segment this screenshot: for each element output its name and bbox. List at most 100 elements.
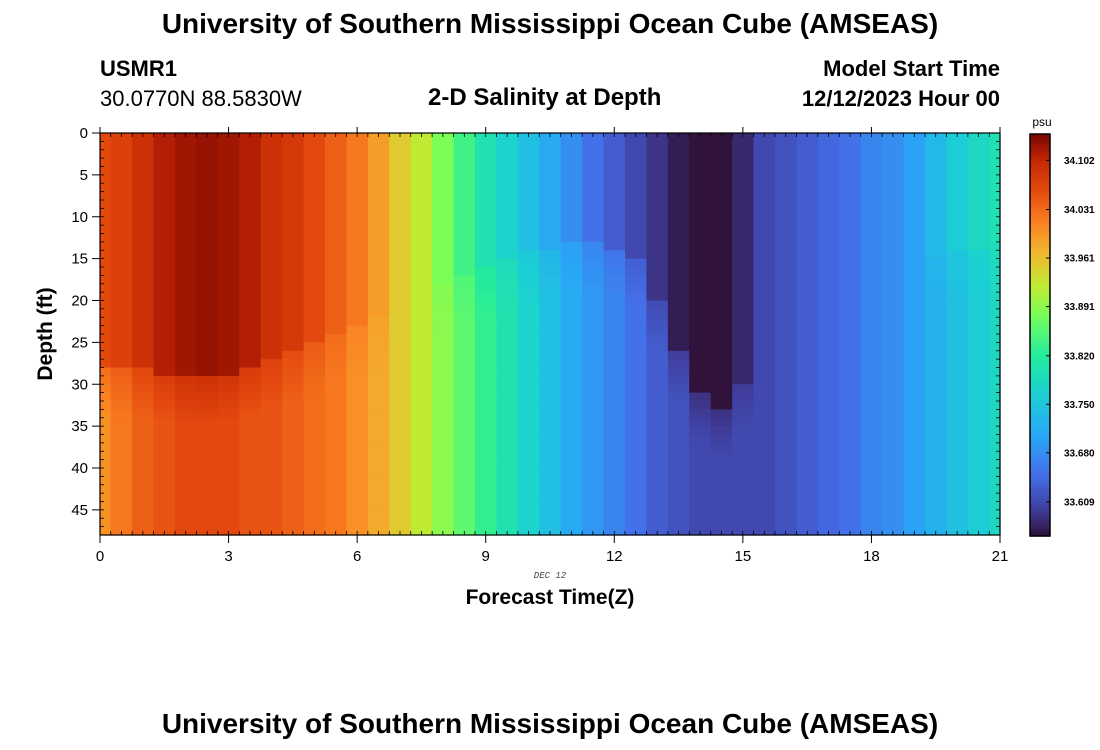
colorbar-swatch <box>1030 338 1050 343</box>
heatmap-cell <box>967 308 990 318</box>
heatmap-cell <box>100 292 112 302</box>
heatmap-cell <box>367 308 390 318</box>
heatmap-cell <box>100 283 112 293</box>
heatmap-cell <box>882 493 905 503</box>
colorbar-swatch <box>1030 351 1050 356</box>
heatmap-cell <box>110 308 133 318</box>
heatmap-cell <box>967 225 990 235</box>
heatmap-cell <box>882 384 905 394</box>
heatmap-cell <box>432 166 455 176</box>
heatmap-cell <box>303 141 326 151</box>
heatmap-cell <box>517 350 540 360</box>
heatmap-cell <box>903 267 926 276</box>
colorbar-swatch <box>1030 385 1050 390</box>
heatmap-cell <box>496 375 519 385</box>
heatmap-cell <box>967 141 990 151</box>
heatmap-cell <box>946 191 969 201</box>
heatmap-cell <box>560 174 583 184</box>
heatmap-cell <box>560 468 583 477</box>
heatmap-cell <box>410 334 433 343</box>
heatmap-cell <box>817 183 840 193</box>
heatmap-cell <box>453 183 476 193</box>
heatmap-cell <box>946 409 969 419</box>
heatmap-cell <box>753 392 776 402</box>
heatmap-cell <box>839 275 862 285</box>
heatmap-cell <box>100 191 112 201</box>
heatmap-cell <box>753 434 776 444</box>
heatmap-cell <box>539 233 562 243</box>
heatmap-cell <box>239 166 262 176</box>
colorbar-swatch <box>1030 455 1050 460</box>
heatmap-cell <box>646 308 669 318</box>
heatmap-cell <box>710 200 733 209</box>
heatmap-cell <box>582 174 605 184</box>
heatmap-cell <box>325 191 348 201</box>
heatmap-cell <box>667 342 690 352</box>
heatmap-cell <box>732 459 755 469</box>
heatmap-cell <box>796 283 819 293</box>
heatmap-cell <box>517 334 540 343</box>
heatmap-cell <box>625 409 648 419</box>
heatmap-cell <box>410 367 433 377</box>
heatmap-cell <box>410 208 433 218</box>
heatmap-cell <box>475 367 498 377</box>
heatmap-cell <box>967 325 990 335</box>
heatmap-cell <box>110 501 133 511</box>
heatmap-cell <box>303 468 326 477</box>
colorbar-swatch <box>1030 398 1050 403</box>
heatmap-cell <box>946 300 969 310</box>
heatmap-cell <box>239 409 262 419</box>
heatmap-cell <box>303 509 326 519</box>
heatmap-cell <box>882 375 905 385</box>
colorbar-tick-label: 33.891 <box>1064 302 1095 313</box>
heatmap-cell <box>989 325 1001 335</box>
heatmap-cell <box>410 342 433 352</box>
heatmap-cell <box>410 409 433 419</box>
heatmap-cell <box>925 493 948 503</box>
heatmap-cell <box>153 334 176 343</box>
heatmap-cell <box>325 200 348 209</box>
x-tick-label: 6 <box>353 548 361 565</box>
heatmap-cell <box>367 476 390 486</box>
heatmap-cell <box>925 359 948 369</box>
heatmap-cell <box>667 434 690 444</box>
heatmap-cell <box>646 283 669 293</box>
heatmap-cell <box>796 317 819 327</box>
heatmap-cell <box>753 174 776 184</box>
heatmap-cell <box>817 317 840 327</box>
x-tick-label: 21 <box>992 548 1009 565</box>
heatmap-cell <box>882 484 905 494</box>
heatmap-cell <box>967 166 990 176</box>
heatmap-cell <box>453 334 476 343</box>
heatmap-cell <box>282 476 305 486</box>
heatmap-cell <box>796 459 819 469</box>
heatmap-cell <box>175 317 198 327</box>
heatmap-cell <box>946 233 969 243</box>
heatmap-cell <box>689 258 712 268</box>
heatmap-cell <box>100 174 112 184</box>
heatmap-cell <box>196 384 219 394</box>
heatmap-cell <box>410 392 433 402</box>
heatmap-cell <box>367 208 390 218</box>
heatmap-cell <box>303 183 326 193</box>
heatmap-cell <box>346 493 369 503</box>
heatmap-cell <box>667 225 690 235</box>
heatmap-cell <box>946 484 969 494</box>
heatmap-cell <box>346 141 369 151</box>
heatmap-cell <box>710 317 733 327</box>
heatmap-cell <box>410 258 433 268</box>
heatmap-cell <box>100 200 112 209</box>
heatmap-cell <box>946 308 969 318</box>
heatmap-cell <box>432 359 455 369</box>
heatmap-cell <box>989 476 1001 486</box>
heatmap-cell <box>903 216 926 226</box>
heatmap-cell <box>753 149 776 159</box>
heatmap-cell <box>132 208 155 218</box>
heatmap-cell <box>132 401 155 410</box>
heatmap-cell <box>967 384 990 394</box>
heatmap-cell <box>817 216 840 226</box>
heatmap-cell <box>667 308 690 318</box>
colorbar-swatch <box>1030 281 1050 286</box>
heatmap-cell <box>839 434 862 444</box>
heatmap-cell <box>175 459 198 469</box>
